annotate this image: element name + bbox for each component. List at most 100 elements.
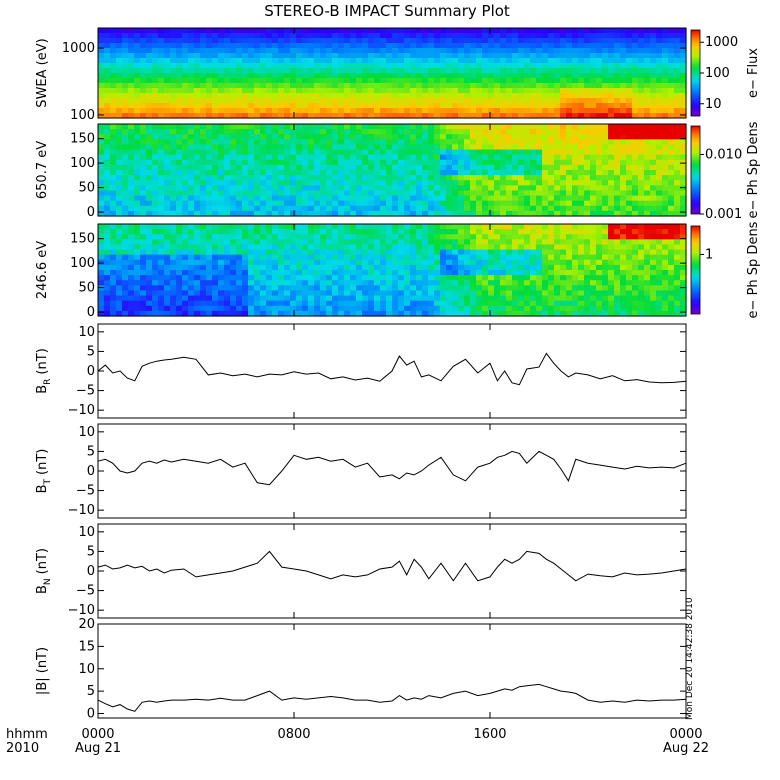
heat-cell — [218, 170, 225, 176]
heat-cell — [632, 195, 639, 202]
heat-cell — [422, 170, 429, 176]
heat-cell — [500, 58, 507, 64]
heat-cell — [290, 63, 297, 69]
heat-cell — [542, 229, 549, 235]
heat-cell — [368, 78, 375, 84]
heat-cell — [134, 33, 141, 39]
heat-cell — [368, 68, 375, 74]
heat-cell — [236, 78, 243, 84]
heat-cell — [254, 68, 261, 74]
heat-cell — [266, 210, 273, 217]
heat-cell — [296, 154, 303, 161]
heat-cell — [590, 159, 597, 166]
heat-cell — [284, 68, 291, 74]
heat-cell — [134, 254, 141, 261]
heat-cell — [260, 164, 267, 171]
heat-cell — [296, 234, 303, 240]
heat-cell — [434, 185, 441, 192]
heat-cell — [98, 108, 105, 114]
heat-cell — [122, 195, 129, 202]
heat-cell — [434, 259, 441, 266]
heat-cell — [194, 63, 201, 69]
heat-cell — [254, 244, 261, 251]
heat-cell — [224, 58, 231, 64]
heat-cell — [422, 290, 429, 297]
heat-cell — [680, 48, 687, 54]
heat-cell — [572, 124, 579, 130]
heat-cell — [536, 129, 543, 135]
heat-cell — [440, 154, 447, 161]
heat-cell — [374, 270, 381, 276]
heat-cell — [398, 83, 405, 89]
heat-cell — [164, 234, 171, 240]
heat-cell — [188, 68, 195, 74]
heat-cell — [158, 63, 165, 69]
heat-cell — [236, 139, 243, 146]
heat-cell — [668, 190, 675, 197]
heat-cell — [584, 149, 591, 156]
heat-cell — [572, 108, 579, 114]
heat-cell — [338, 270, 345, 276]
heat-cell — [338, 305, 345, 312]
heat-cell — [206, 229, 213, 235]
heat-cell — [482, 154, 489, 161]
heat-cell — [158, 264, 165, 271]
heat-cell — [164, 249, 171, 256]
heat-cell — [200, 113, 207, 119]
heat-cell — [476, 113, 483, 119]
heat-cell — [308, 88, 315, 94]
heat-cell — [680, 129, 687, 135]
heat-cell — [260, 300, 267, 307]
heat-cell — [440, 159, 447, 166]
heat-cell — [530, 185, 537, 192]
heat-cell — [572, 200, 579, 207]
heat-cell — [506, 205, 513, 212]
heat-cell — [194, 73, 201, 79]
heat-cell — [182, 88, 189, 94]
heat-cell — [368, 144, 375, 151]
heat-cell — [248, 270, 255, 276]
heat-cell — [398, 300, 405, 307]
heat-cell — [620, 164, 627, 171]
heat-cell — [446, 68, 453, 74]
heat-cell — [518, 190, 525, 197]
heat-cell — [236, 234, 243, 240]
heat-cell — [266, 170, 273, 176]
heat-cell — [614, 58, 621, 64]
heat-cell — [332, 224, 339, 230]
heat-cell — [326, 144, 333, 151]
heat-cell — [422, 259, 429, 266]
heat-cell — [296, 185, 303, 192]
heat-cell — [404, 185, 411, 192]
heat-cell — [434, 58, 441, 64]
heat-cell — [104, 53, 111, 59]
heat-cell — [200, 28, 207, 34]
heat-cell — [416, 53, 423, 59]
heat-cell — [254, 239, 261, 246]
heat-cell — [416, 249, 423, 256]
heat-cell — [134, 73, 141, 79]
heat-cell — [278, 113, 285, 119]
heat-cell — [164, 48, 171, 54]
heat-cell — [680, 170, 687, 176]
heat-cell — [116, 139, 123, 146]
heat-cell — [356, 38, 363, 44]
heat-cell — [332, 205, 339, 212]
heat-cell — [458, 229, 465, 235]
heat-cell — [602, 129, 609, 135]
heat-cell — [308, 185, 315, 192]
heat-cell — [98, 78, 105, 84]
heat-cell — [512, 134, 519, 140]
heat-cell — [128, 180, 135, 186]
heat-cell — [596, 113, 603, 119]
heat-cell — [410, 254, 417, 261]
heat-cell — [386, 210, 393, 217]
heat-cell — [146, 210, 153, 217]
heat-cell — [332, 290, 339, 297]
heat-cell — [254, 73, 261, 79]
heat-cell — [506, 280, 513, 286]
heat-cell — [332, 103, 339, 109]
heat-cell — [350, 270, 357, 276]
heat-cell — [458, 98, 465, 104]
heat-cell — [656, 205, 663, 212]
